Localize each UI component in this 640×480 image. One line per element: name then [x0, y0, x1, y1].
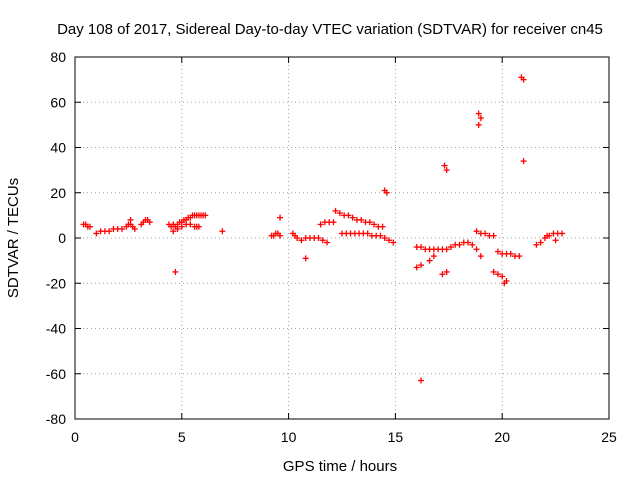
- data-point: [336, 210, 343, 217]
- data-point: [277, 232, 284, 239]
- data-point: [172, 268, 179, 275]
- data-point: [426, 257, 433, 264]
- data-point: [443, 167, 450, 174]
- data-point: [473, 246, 480, 253]
- data-point: [324, 239, 331, 246]
- data-point: [345, 212, 352, 219]
- data-point: [302, 255, 309, 262]
- plot-frame: [74, 56, 610, 420]
- data-point: [178, 223, 185, 230]
- data-point: [219, 228, 226, 235]
- y-axis-label: SDTVAR / TECUs: [5, 178, 22, 298]
- x-tick-label: 10: [281, 429, 297, 445]
- data-point: [174, 225, 181, 232]
- data-point: [385, 237, 392, 244]
- x-axis-label: GPS time / hours: [283, 458, 397, 475]
- data-point: [349, 214, 356, 221]
- data-point: [520, 158, 527, 165]
- x-tick-label: 5: [178, 429, 186, 445]
- data-point: [298, 237, 305, 244]
- data-point: [475, 110, 482, 117]
- grid: [75, 57, 609, 419]
- y-tick-labels: -80 -60 -40 -20 0 20 40 60 80: [46, 49, 66, 427]
- y-tick-label: -60: [46, 366, 66, 382]
- data-point: [520, 76, 527, 83]
- data-point: [477, 115, 484, 122]
- x-tick-label: 20: [494, 429, 510, 445]
- data-point: [507, 250, 514, 257]
- data-point: [358, 216, 365, 223]
- data-point: [430, 253, 437, 260]
- data-point: [537, 239, 544, 246]
- data-point: [319, 237, 326, 244]
- data-point: [317, 221, 324, 228]
- data-point: [465, 239, 472, 246]
- data-point: [377, 232, 384, 239]
- data-point: [494, 271, 501, 278]
- data-point: [315, 235, 322, 241]
- data-point: [195, 223, 202, 230]
- data-point: [473, 228, 480, 235]
- data-point: [469, 241, 476, 248]
- data-point: [118, 225, 125, 232]
- x-tick-label: 0: [71, 429, 79, 445]
- y-tick-label: -40: [46, 321, 66, 337]
- data-point: [482, 230, 489, 237]
- data-point: [441, 162, 448, 169]
- chart-title: Day 108 of 2017, Sidereal Day-to-day VTE…: [57, 21, 603, 38]
- data-point: [516, 253, 523, 260]
- y-tick-label: -80: [46, 411, 66, 427]
- y-tick-label: 80: [50, 49, 66, 65]
- data-point: [499, 273, 506, 280]
- data-point: [490, 232, 497, 239]
- data-point: [366, 219, 373, 226]
- data-point: [86, 223, 93, 230]
- data-point: [477, 253, 484, 260]
- data-point: [533, 241, 540, 248]
- y-tick-label: 60: [50, 94, 66, 110]
- data-point: [544, 232, 551, 239]
- y-tick-label: 40: [50, 140, 66, 156]
- data-point: [456, 241, 463, 248]
- y-tick-label: -20: [46, 275, 66, 291]
- data-point: [187, 221, 194, 228]
- data-point: [364, 230, 371, 237]
- data-point: [379, 223, 386, 230]
- data-point: [332, 207, 339, 214]
- data-point: [443, 246, 450, 253]
- data-point: [381, 235, 388, 241]
- data-point: [93, 230, 100, 237]
- data-point: [146, 219, 153, 226]
- data-point: [501, 280, 508, 287]
- data-point: [106, 228, 113, 235]
- data-point: [413, 264, 420, 271]
- data-series: [80, 74, 566, 384]
- data-point: [418, 377, 425, 384]
- data-point: [490, 268, 497, 275]
- data-point: [418, 262, 425, 269]
- data-point: [475, 121, 482, 128]
- x-tick-labels: 0 5 10 15 20 25: [71, 429, 617, 445]
- data-point: [330, 219, 337, 226]
- x-tick-label: 15: [388, 429, 404, 445]
- data-point: [559, 230, 566, 237]
- data-point: [439, 271, 446, 278]
- y-tick-label: 0: [58, 230, 66, 246]
- data-point: [443, 268, 450, 275]
- data-point: [202, 212, 209, 219]
- data-point: [494, 248, 501, 255]
- y-tick-label: 20: [50, 185, 66, 201]
- data-point: [294, 235, 301, 241]
- x-tick-label: 25: [601, 429, 617, 445]
- data-point: [371, 221, 378, 228]
- data-point: [277, 214, 284, 221]
- data-point: [552, 237, 559, 244]
- data-point: [383, 189, 390, 196]
- data-point: [418, 244, 425, 251]
- data-point: [131, 225, 138, 232]
- data-point: [170, 228, 177, 235]
- data-point: [390, 239, 397, 246]
- data-point: [447, 244, 454, 251]
